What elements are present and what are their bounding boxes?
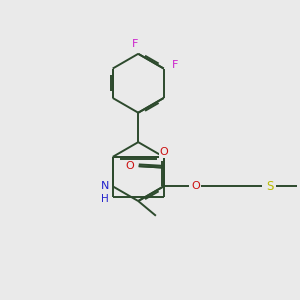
Text: N: N: [101, 181, 109, 191]
Text: O: O: [191, 181, 200, 191]
Text: F: F: [132, 39, 139, 49]
Text: O: O: [159, 148, 168, 158]
Text: H: H: [101, 194, 109, 204]
Text: S: S: [266, 180, 274, 193]
Text: F: F: [172, 60, 179, 70]
Text: O: O: [125, 161, 134, 171]
